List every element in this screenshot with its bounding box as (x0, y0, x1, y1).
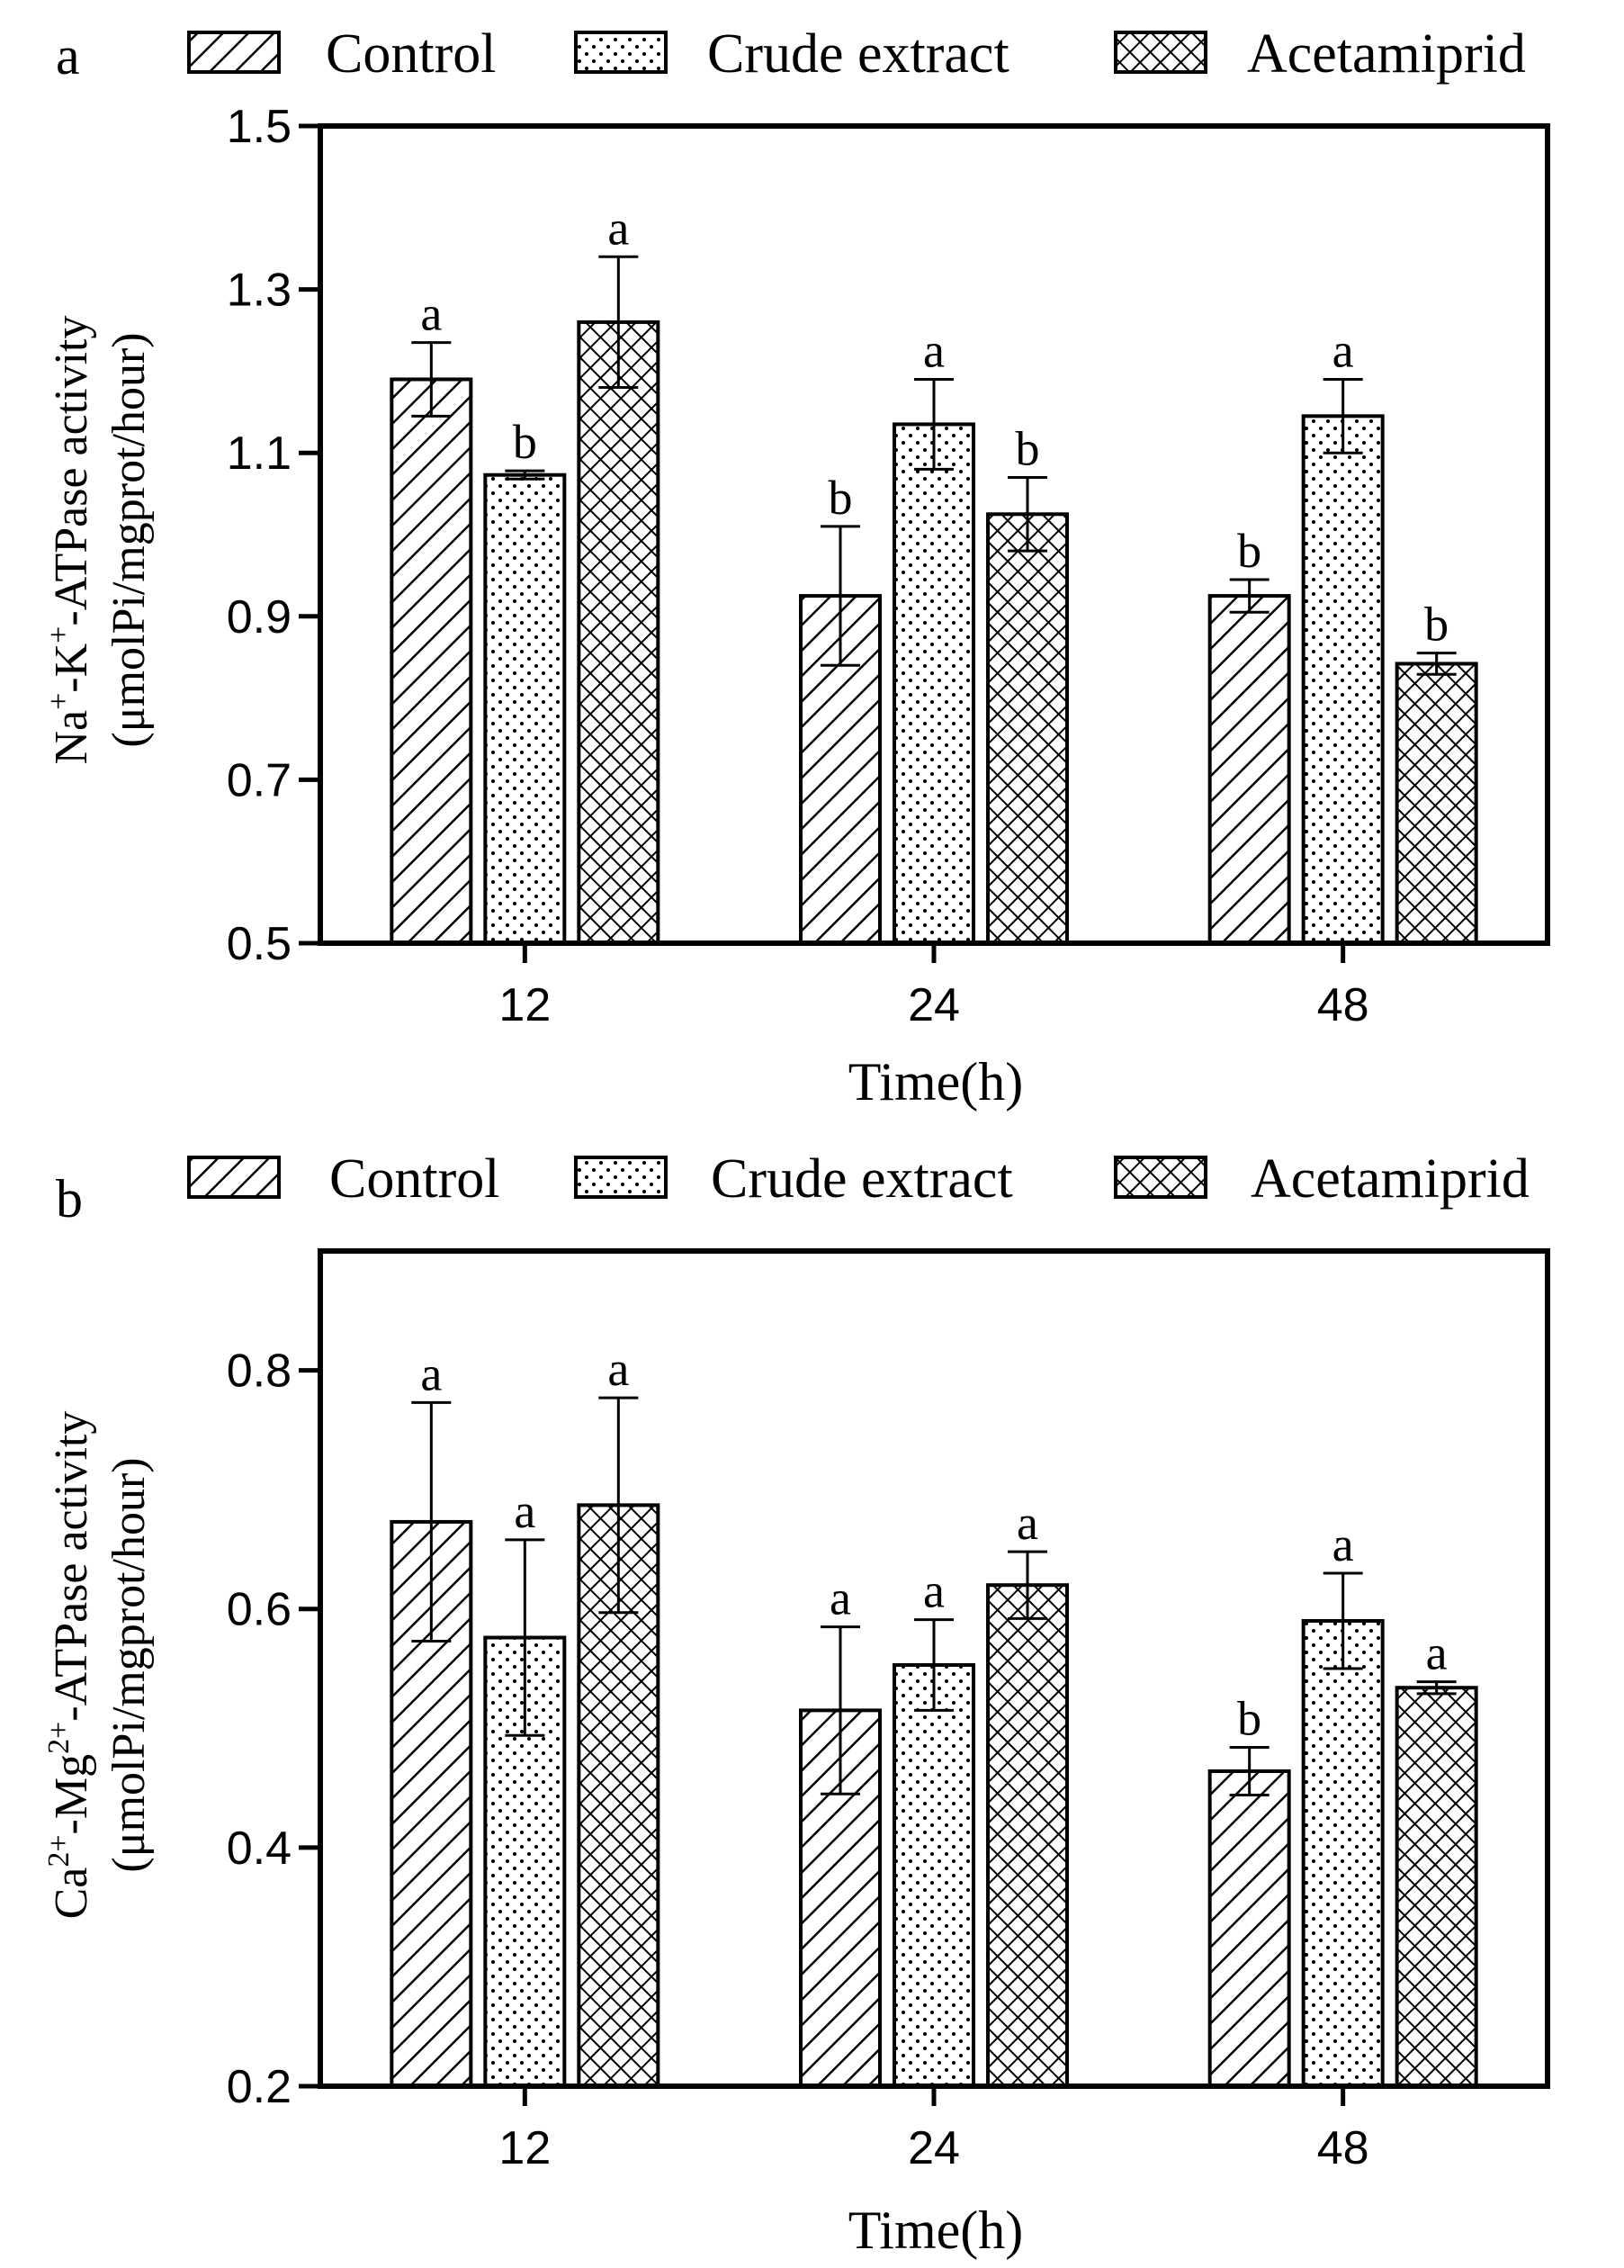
x-tick-label-b-48: 48 (1317, 2122, 1369, 2174)
bar-b-crude-extract-24 (893, 1663, 975, 2088)
y-tick-label-a-4: 1.3 (227, 265, 292, 317)
y-tick-label-a-1: 0.7 (227, 754, 292, 806)
bar-b-acetamiprid-24 (986, 1583, 1069, 2088)
x-tick-label-a-12: 12 (498, 979, 551, 1031)
legend-b-crude-swatch (574, 1156, 668, 1199)
sig-letter-a-acetamiprid-12: a (607, 201, 629, 255)
y-axis-title-a-sup1: + (42, 693, 76, 710)
sig-letter-a-acetamiprid-48: b (1424, 598, 1449, 652)
sig-letter-a-crude-extract-24: a (923, 323, 945, 377)
y-tick-label-a-0: 0.5 (227, 918, 292, 970)
plot-a: 0.5 0.7 0.9 1.1 1.3 1.5 a b a 12 b a b 24 b a b 48 (227, 101, 1550, 1031)
panel-b-label: b (56, 1169, 83, 1228)
y-axis-title-b-ca: Ca (46, 1868, 97, 1920)
y-axis-title-a: Na+-K+-ATPase activity (42, 315, 97, 764)
y-axis-title-a-k: -K (46, 643, 97, 692)
plot-frame-b (318, 1248, 1550, 2089)
y-tick-label-b-3: 0.8 (227, 1346, 292, 1398)
x-tick-label-a-48: 48 (1317, 979, 1369, 1031)
sig-letter-b-crude-extract-12: a (514, 1484, 535, 1538)
bar-a-acetamiprid-12 (577, 320, 660, 946)
legend-a-control-swatch (187, 31, 281, 74)
sig-letter-b-acetamiprid-12: a (607, 1342, 629, 1396)
sig-letter-a-crude-extract-48: a (1332, 323, 1354, 377)
y-axis-title-a-units: (μmolPi/mgprot/hour) (103, 332, 155, 747)
sig-letter-b-crude-extract-48: a (1332, 1517, 1354, 1571)
y-axis-title-a-sup2: + (42, 626, 76, 644)
legend-a-control-label: Control (326, 23, 496, 85)
sig-letter-b-acetamiprid-24: a (1017, 1496, 1038, 1550)
plot-b: 0.2 0.4 0.6 0.8 a a a 12 a a a 24 b a a 48 (227, 1248, 1550, 2174)
y-axis-title-b: Ca2+-Mg2+-ATPase activity (42, 1411, 97, 1920)
panel-a-label: a (56, 26, 80, 86)
bar-b-control-48 (1207, 1769, 1291, 2089)
legend-b-acetamiprid-swatch (1114, 1156, 1207, 1199)
legend-a-acetamiprid-label: Acetamiprid (1247, 23, 1526, 85)
sig-letter-a-acetamiprid-24: b (1016, 421, 1040, 475)
sig-letter-b-control-24: a (830, 1571, 851, 1625)
sig-letter-a-crude-extract-12: b (513, 415, 537, 469)
y-axis-title-a-rest: -ATPase activity (46, 315, 97, 626)
bar-a-acetamiprid-24 (986, 512, 1069, 945)
sig-letter-b-crude-extract-24: a (923, 1564, 945, 1618)
legend-b-crude-label: Crude extract (711, 1148, 1013, 1210)
y-axis-title-a-na: Na (46, 710, 97, 765)
bar-a-control-12 (390, 377, 473, 946)
bar-a-crude-extract-48 (1301, 414, 1385, 945)
x-axis-title-b: Time(h) (848, 2200, 1023, 2260)
legend-a-acetamiprid-swatch (1114, 31, 1207, 74)
x-axis-title-a: Time(h) (848, 1052, 1023, 1112)
sig-letter-a-control-48: b (1237, 524, 1261, 578)
bar-a-crude-extract-24 (893, 422, 975, 946)
y-axis-title-b-units: (μmolPi/mgprot/hour) (103, 1457, 155, 1872)
sig-letter-a-control-12: a (420, 287, 442, 341)
y-tick-label-a-3: 1.1 (227, 428, 292, 480)
bar-a-control-48 (1207, 594, 1291, 945)
y-axis-title-b-rest: -ATPase activity (46, 1411, 97, 1722)
legend-b-control-label: Control (329, 1148, 499, 1210)
panel-b: b Control Crude extract Acetamiprid 0.20… (42, 1148, 1550, 2260)
sig-letter-b-control-12: a (420, 1346, 442, 1400)
legend-b-acetamiprid-label: Acetamiprid (1251, 1148, 1530, 1210)
y-tick-label-a-2: 0.9 (227, 591, 292, 644)
x-tick-label-b-12: 12 (498, 2122, 551, 2174)
legend-b-control-swatch (187, 1156, 281, 1199)
x-tick-label-b-24: 24 (908, 2122, 960, 2174)
y-tick-label-b-1: 0.4 (227, 1822, 292, 1875)
y-axis-title-b-sup2: 2+ (42, 1722, 76, 1754)
y-tick-label-a-5: 1.5 (227, 101, 292, 153)
x-tick-label-a-24: 24 (908, 979, 960, 1031)
plot-frame-a (318, 123, 1550, 946)
sig-letter-b-acetamiprid-48: a (1426, 1626, 1448, 1680)
y-axis-title-b-sup1: 2+ (42, 1834, 76, 1867)
bar-a-crude-extract-12 (483, 472, 567, 945)
legend-a-crude-label: Crude extract (707, 23, 1009, 85)
sig-letter-a-control-24: b (829, 471, 853, 525)
y-tick-label-b-0: 0.2 (227, 2061, 292, 2113)
bar-b-acetamiprid-48 (1395, 1686, 1478, 2088)
y-tick-label-b-2: 0.6 (227, 1584, 292, 1636)
legend-a: Control Crude extract Acetamiprid (187, 23, 1526, 85)
bar-a-acetamiprid-48 (1395, 662, 1478, 945)
y-axis-title-b-mg: -Mg (46, 1754, 97, 1835)
sig-letter-b-control-48: b (1237, 1691, 1261, 1745)
panel-a: a Control Crude extract Acetamiprid 0.50… (42, 23, 1550, 1112)
legend-b: Control Crude extract Acetamiprid (187, 1148, 1530, 1210)
bar-b-crude-extract-48 (1301, 1618, 1385, 2088)
legend-a-crude-swatch (574, 31, 668, 74)
